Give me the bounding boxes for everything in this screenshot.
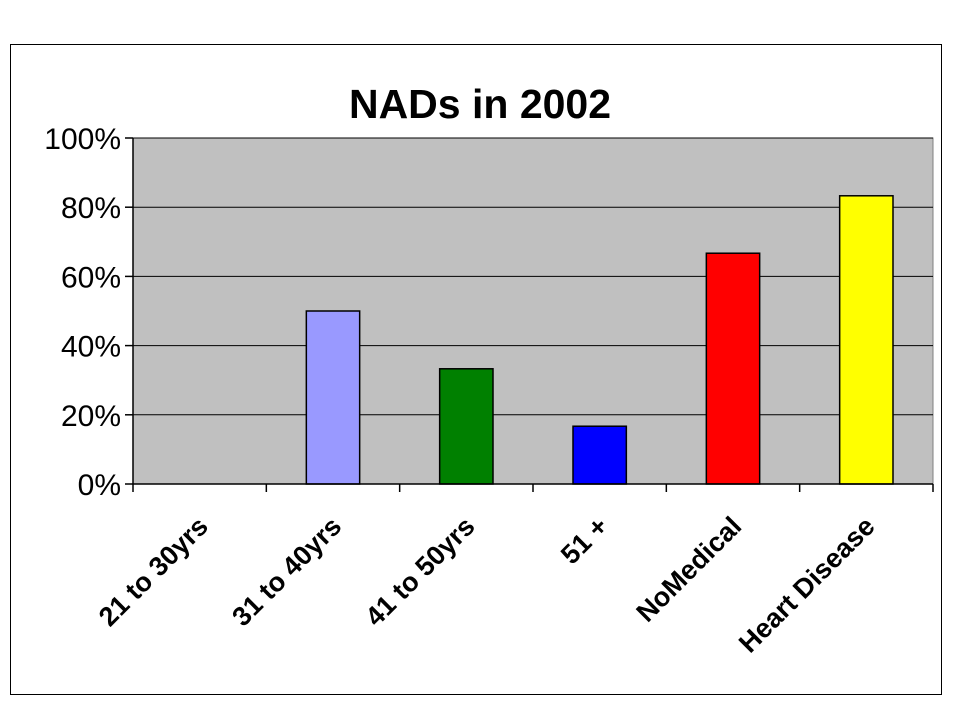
bar (305, 310, 361, 485)
y-tick-label: 40% (61, 331, 121, 364)
x-tick-label: NoMedical (631, 511, 748, 628)
gridlines (133, 137, 933, 416)
y-tick-label: 20% (61, 400, 121, 433)
y-tick-labels: 0% 20% 40% 60% 80% 100% (44, 123, 121, 502)
y-tick-label: 0% (78, 469, 121, 502)
y-tick-label: 80% (61, 192, 121, 225)
x-tick-label: 31 to 40yrs (226, 511, 347, 632)
chart-title: NADs in 2002 (349, 81, 611, 127)
bar (572, 425, 628, 485)
x-tick-labels: 21 to 30yrs 31 to 40yrs 41 to 50yrs 51 + NoM… (93, 511, 881, 659)
x-tick-label: 41 to 50yrs (360, 511, 481, 632)
bars (305, 195, 894, 485)
x-tick-label: 51 + (555, 511, 614, 570)
x-tick-label: Heart Disease (733, 511, 881, 659)
x-tick-label: 21 to 30yrs (93, 511, 214, 632)
bar (838, 195, 894, 485)
axes (125, 137, 934, 492)
bar (705, 252, 761, 485)
plot-area (132, 137, 934, 485)
y-tick-label: 100% (44, 123, 121, 156)
bar (438, 368, 494, 485)
y-tick-label: 60% (61, 261, 121, 294)
